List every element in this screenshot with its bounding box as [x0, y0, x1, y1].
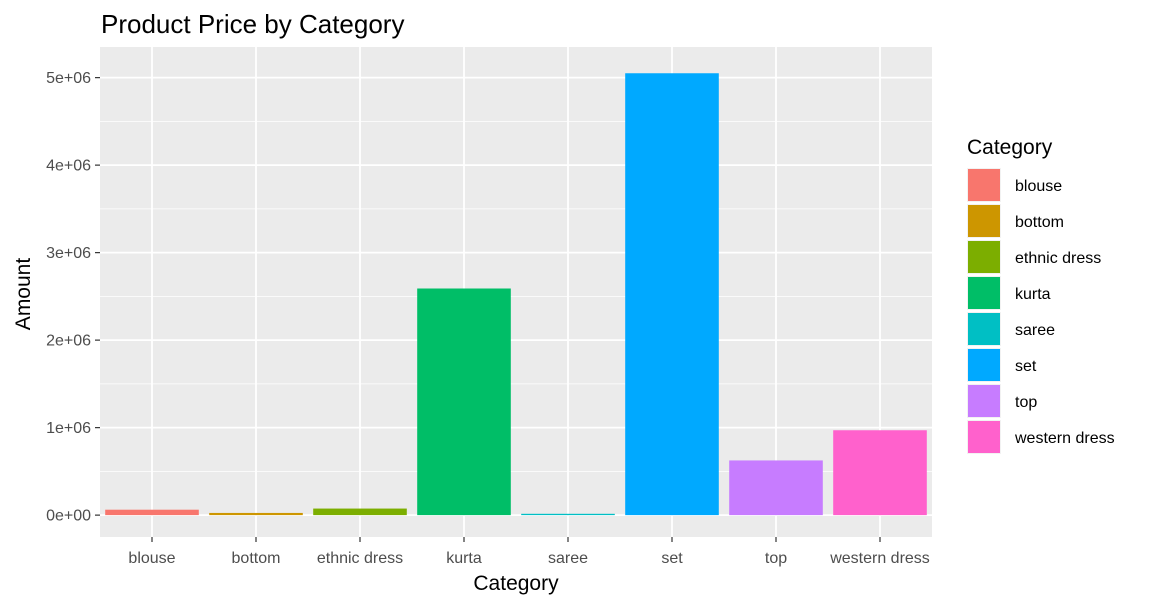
legend-title: Category: [967, 136, 1053, 159]
y-tick-label: 3e+06: [46, 245, 91, 262]
y-axis-ticks: 0e+00 1e+06 2e+06 3e+06 4e+06 5e+06: [46, 70, 100, 525]
bars: [105, 73, 927, 516]
legend-swatch: [968, 205, 1000, 237]
bar-bottom: [209, 512, 303, 516]
y-axis-title: Amount: [12, 258, 35, 331]
legend-label: top: [1015, 394, 1037, 411]
y-tick-label: 2e+06: [46, 333, 91, 350]
x-tick-label: set: [661, 550, 683, 567]
legend-swatch: [968, 385, 1000, 417]
legend-swatch: [968, 313, 1000, 345]
bar-top: [729, 460, 823, 516]
legend-label: set: [1015, 358, 1037, 375]
x-tick-label: blouse: [128, 550, 175, 567]
bar-set: [625, 73, 719, 516]
y-tick-label: 1e+06: [46, 420, 91, 437]
legend-swatch: [968, 421, 1000, 453]
x-tick-label: top: [765, 550, 787, 567]
legend-label: blouse: [1015, 178, 1062, 195]
bar-blouse: [105, 509, 199, 516]
plot-background: [100, 47, 932, 537]
legend-swatch: [968, 277, 1000, 309]
x-tick-label: saree: [548, 550, 588, 567]
bar-western-dress: [833, 430, 927, 516]
legend-label: bottom: [1015, 214, 1064, 231]
legend-items: blouse bottom ethnic dress kurta saree set top…: [967, 168, 1115, 454]
legend-swatch: [968, 241, 1000, 273]
x-tick-label: ethnic dress: [317, 550, 403, 567]
y-tick-label: 5e+06: [46, 70, 91, 87]
legend-swatch: [968, 349, 1000, 381]
legend-label: saree: [1015, 322, 1055, 339]
legend-label: ethnic dress: [1015, 250, 1101, 267]
x-tick-label: kurta: [446, 550, 482, 567]
legend-label: western dress: [1014, 430, 1115, 447]
bar-ethnic-dress: [313, 508, 407, 516]
y-tick-label: 4e+06: [46, 158, 91, 175]
x-axis-title: Category: [473, 572, 559, 595]
chart-title: Product Price by Category: [101, 9, 404, 39]
legend-swatch: [968, 169, 1000, 201]
y-tick-label: 0e+00: [46, 508, 91, 525]
legend-label: kurta: [1015, 286, 1051, 303]
x-axis-ticks: blouse bottom ethnic dress kurta saree set top…: [128, 537, 930, 567]
legend: Category blouse bottom ethnic dress kurta sa…: [967, 136, 1115, 454]
bar-kurta: [417, 288, 511, 516]
x-tick-label: western dress: [829, 550, 930, 567]
bar-saree: [521, 513, 615, 516]
x-tick-label: bottom: [232, 550, 281, 567]
